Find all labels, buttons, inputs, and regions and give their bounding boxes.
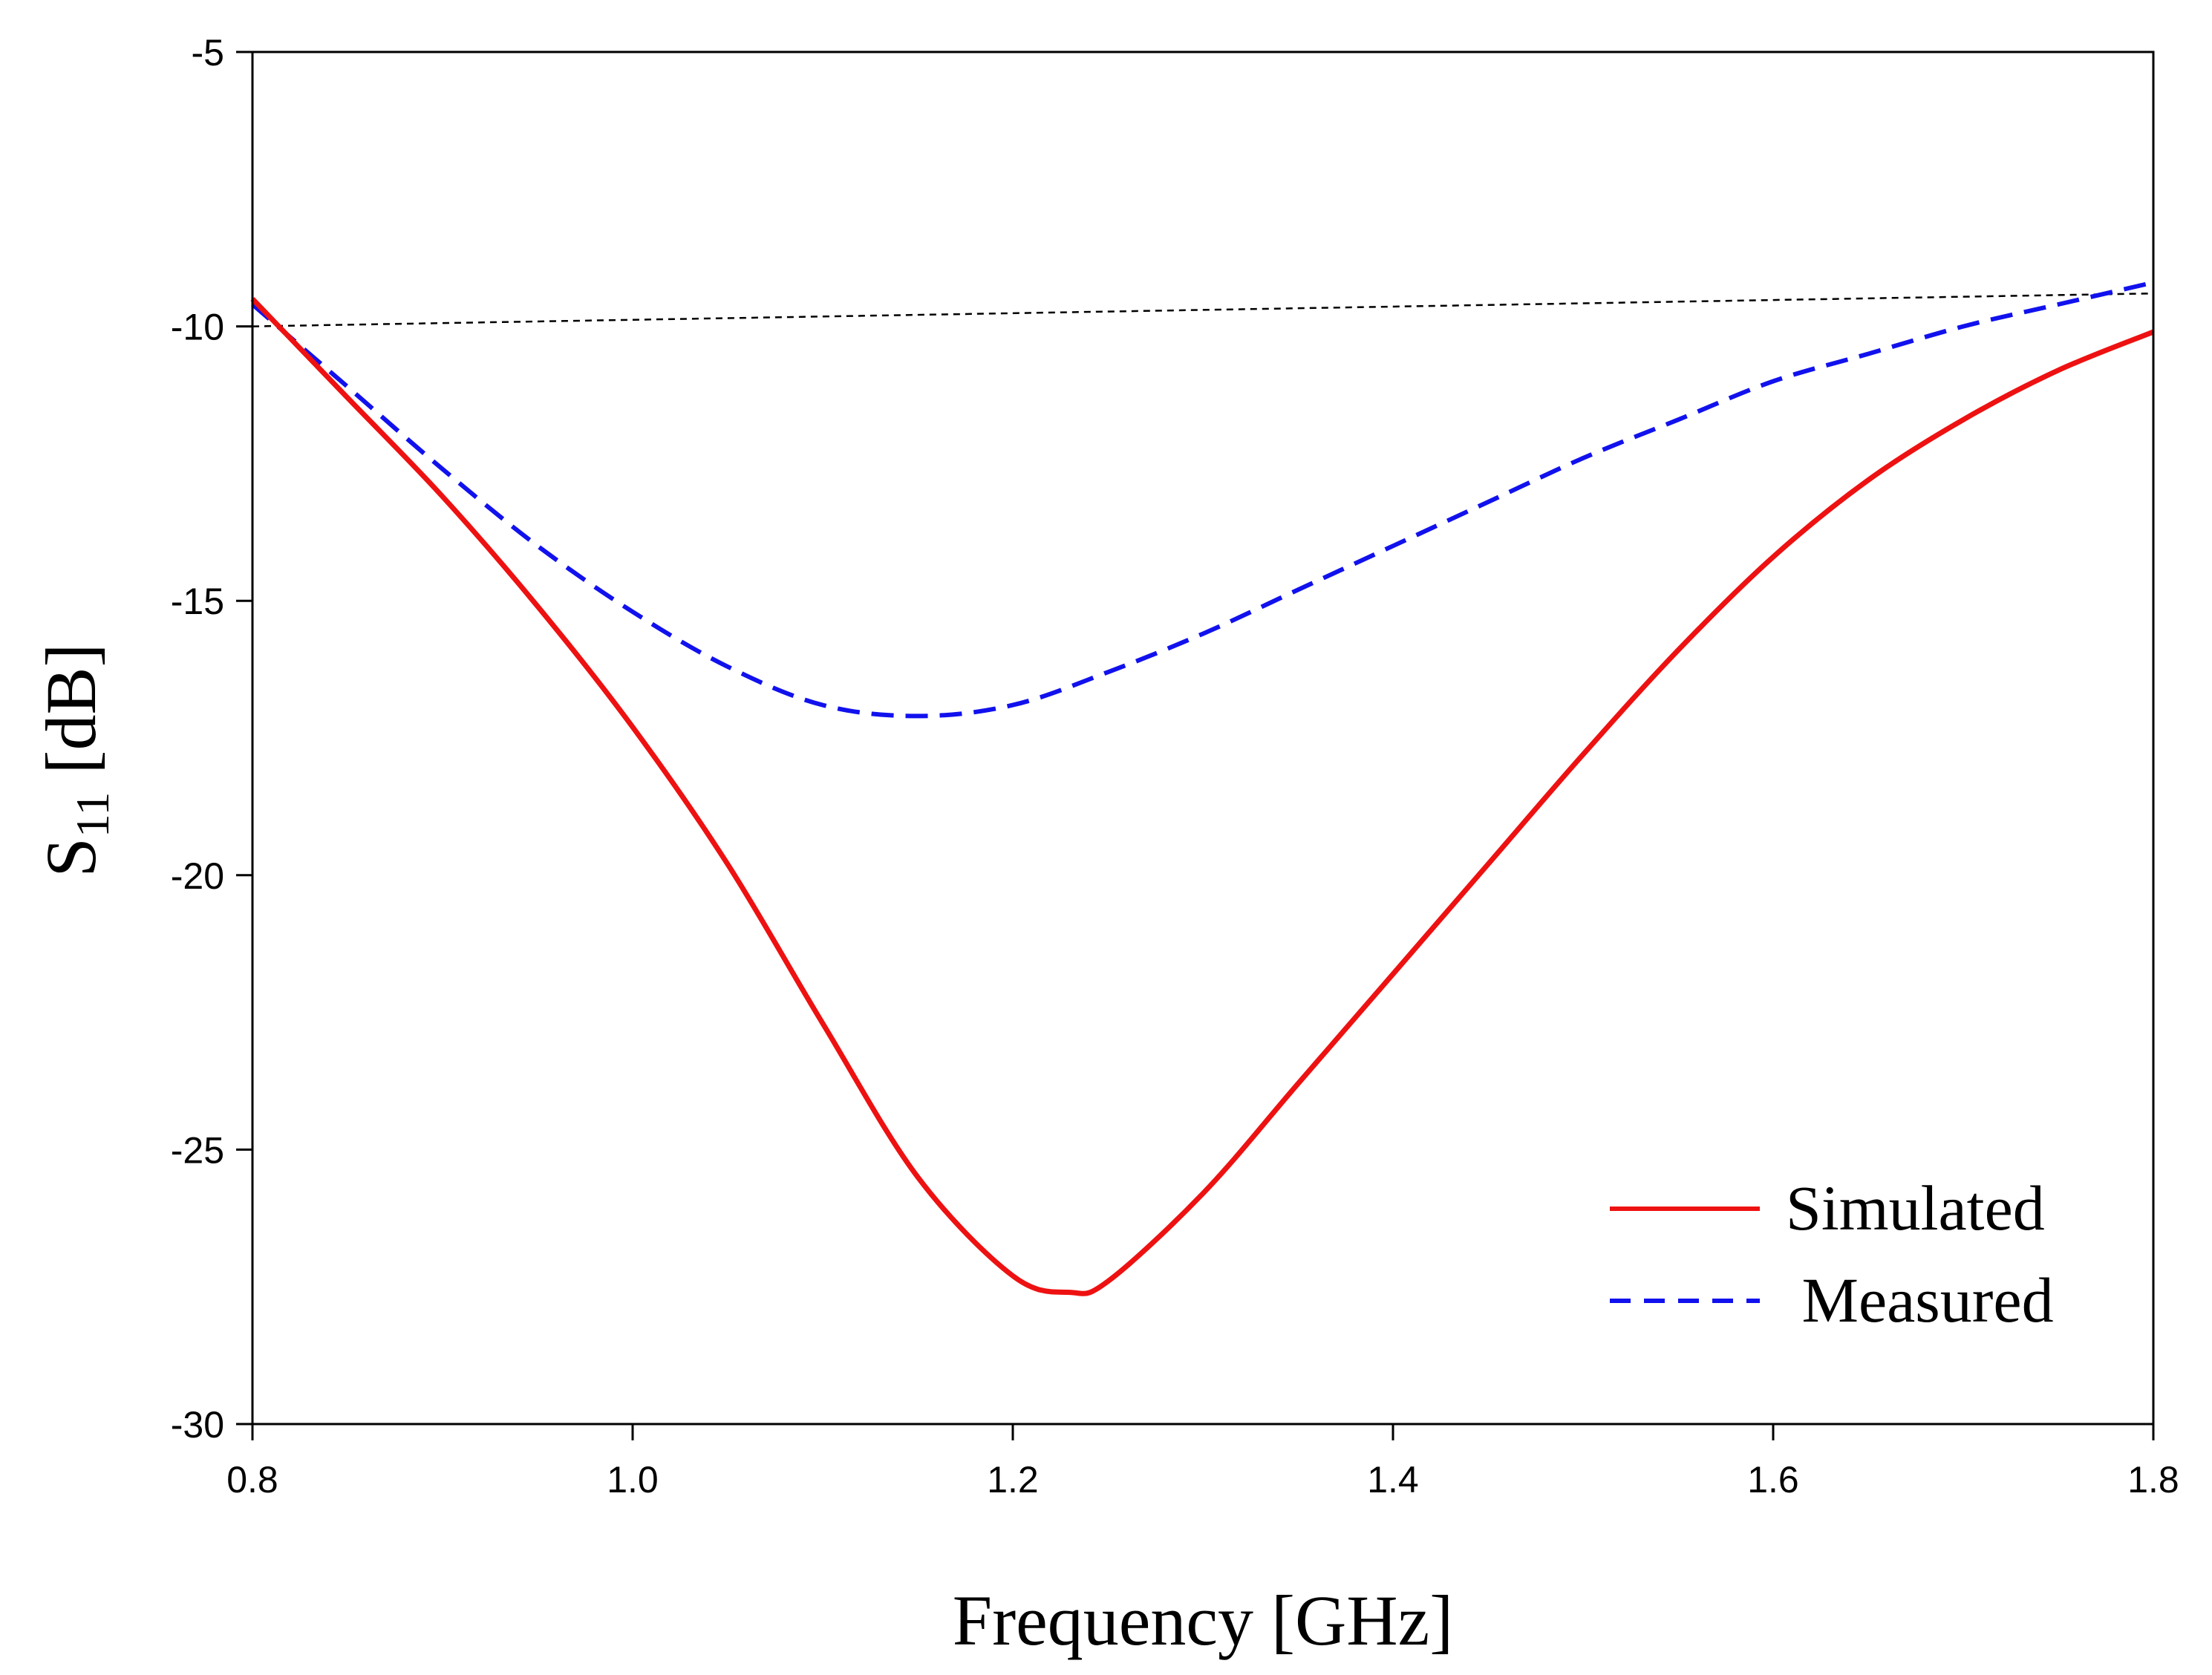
x-tick-label: 1.6 xyxy=(1747,1459,1799,1501)
y-tick-label: -10 xyxy=(171,307,224,348)
y-axis-title-main: S xyxy=(31,838,111,877)
x-axis-title: Frequency [GHz] xyxy=(953,1581,1453,1660)
series-measured xyxy=(251,280,2154,719)
y-axis-ticks: -30 -25 -20 -15 -10 -5 xyxy=(171,32,252,1446)
series-simulated xyxy=(250,297,2155,1296)
x-tick-label: 1.0 xyxy=(607,1459,659,1501)
y-axis-title-unit: [dB] xyxy=(31,644,111,792)
y-tick-label: -20 xyxy=(171,855,224,897)
y-tick-label: -30 xyxy=(171,1404,224,1446)
y-tick-label: -25 xyxy=(171,1129,224,1171)
x-tick-label: 1.2 xyxy=(987,1459,1039,1501)
y-axis-title-subscript: 11 xyxy=(66,791,119,838)
legend-label-simulated: Simulated xyxy=(1786,1172,2045,1244)
y-tick-label: -15 xyxy=(171,581,224,622)
x-axis-ticks: 0.8 1.0 1.2 1.4 1.6 1.8 xyxy=(226,1424,2179,1501)
reference-line-minus-10db xyxy=(252,292,2154,327)
legend-label-measured: Measured xyxy=(1786,1264,2054,1336)
y-axis-title: S11 [dB] xyxy=(31,644,119,878)
x-tick-label: 1.4 xyxy=(1367,1459,1419,1501)
x-tick-label: 1.8 xyxy=(2127,1459,2179,1501)
plot-lines xyxy=(250,280,2155,1296)
plot-frame xyxy=(251,50,2155,1426)
legend: Simulated Measured xyxy=(1610,1172,2054,1336)
x-tick-label: 0.8 xyxy=(226,1459,278,1501)
y-tick-label: -5 xyxy=(192,32,224,74)
